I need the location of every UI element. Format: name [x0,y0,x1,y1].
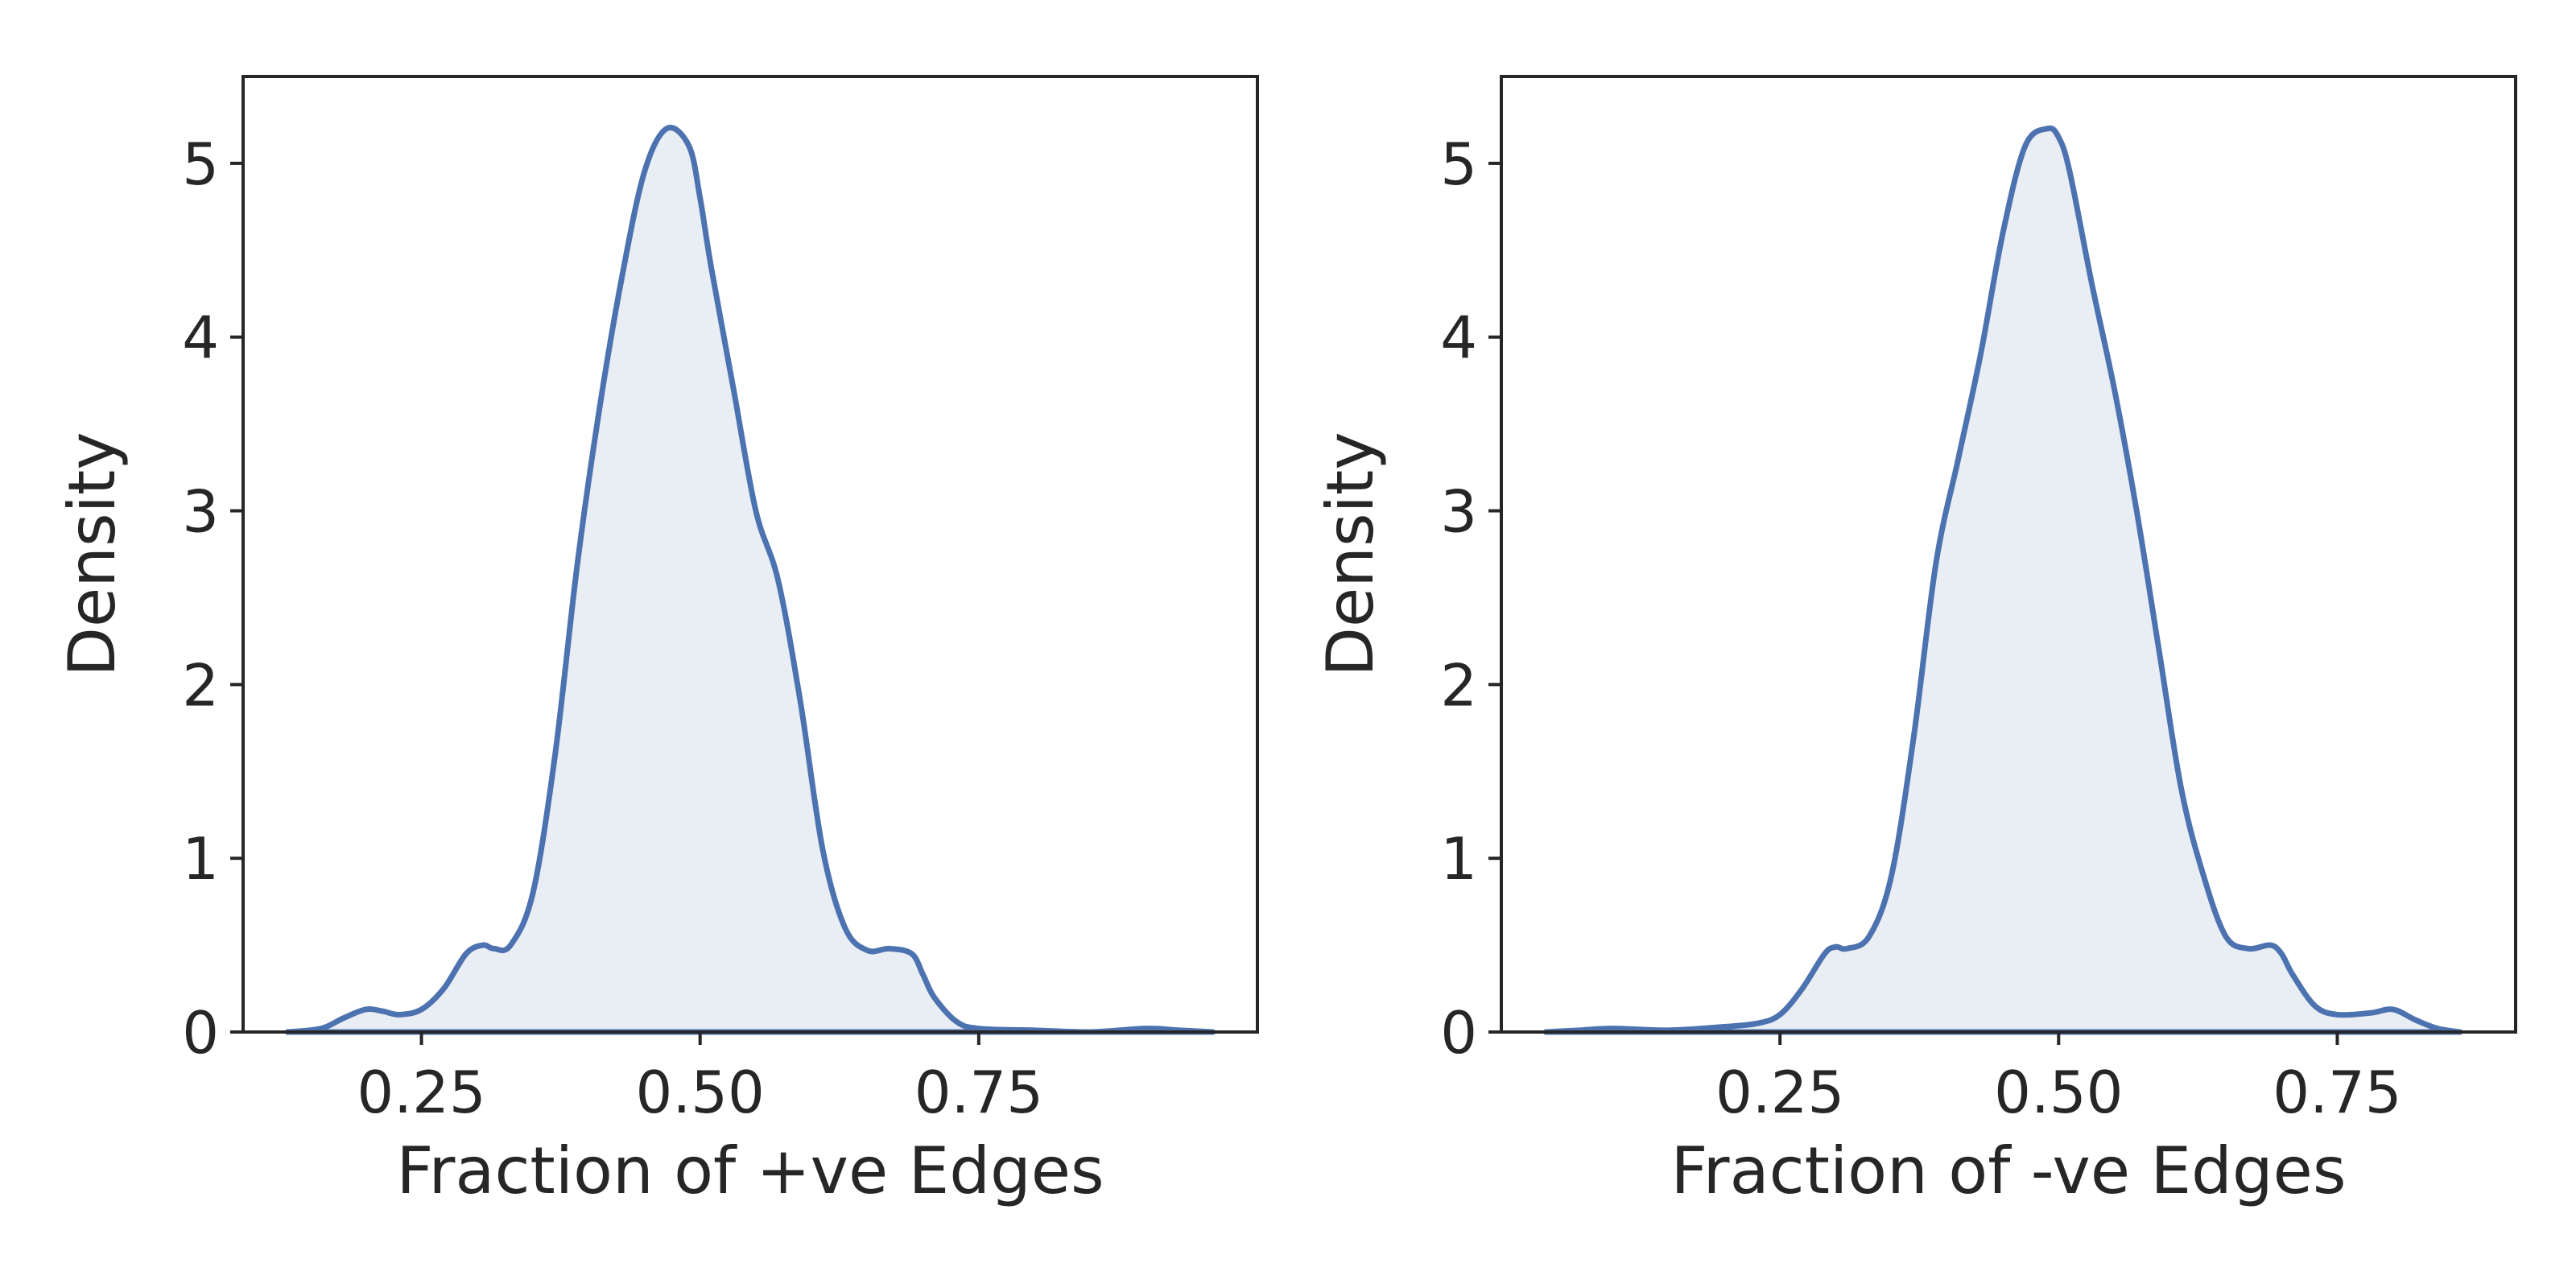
y-tick-label: 5 [182,130,219,198]
kde-fill-area [287,127,1213,1033]
x-tick-label: 0.75 [914,1059,1043,1126]
y-tick-label: 3 [1440,478,1477,546]
y-tick-label: 0 [1440,999,1477,1067]
chart-panel-2: 0 1 2 3 4 5 0.25 0.50 0.75 Fraction of -ve Edges D… [1313,75,2517,1208]
chart-panel-1: 0 1 2 3 4 5 0.25 0.50 0.75 Fraction of +ve Edges D… [55,75,1259,1208]
x-axis-label: Fraction of -ve Edges [1670,1133,2346,1208]
kde-curve [284,125,1216,1035]
axes-frame [242,75,1259,1034]
x-tick-label: 0.50 [1994,1059,2123,1126]
x-axis-label: Fraction of +ve Edges [396,1133,1104,1208]
y-tick-label: 2 [1440,651,1477,719]
x-tick-label: 0.75 [2273,1059,2401,1126]
x-tick-label: 0.25 [1715,1059,1844,1126]
y-tick-label: 0 [182,999,219,1067]
y-tick-label: 5 [1440,130,1477,198]
axes-frame [1500,75,2517,1034]
y-tick-label: 3 [182,478,219,546]
y-tick-label: 4 [1440,304,1477,372]
y-axis-label: Density [1313,431,1388,676]
x-tick-label: 0.25 [357,1059,485,1126]
y-tick-label: 1 [182,825,219,893]
y-tick-label: 4 [182,304,219,372]
y-axis-label: Density [55,431,130,676]
x-tick-label: 0.50 [636,1059,765,1126]
kde-curve [1542,125,2463,1035]
y-tick-label: 2 [182,651,219,719]
y-tick-label: 1 [1440,825,1477,893]
kde-fill-area [1546,128,2460,1032]
